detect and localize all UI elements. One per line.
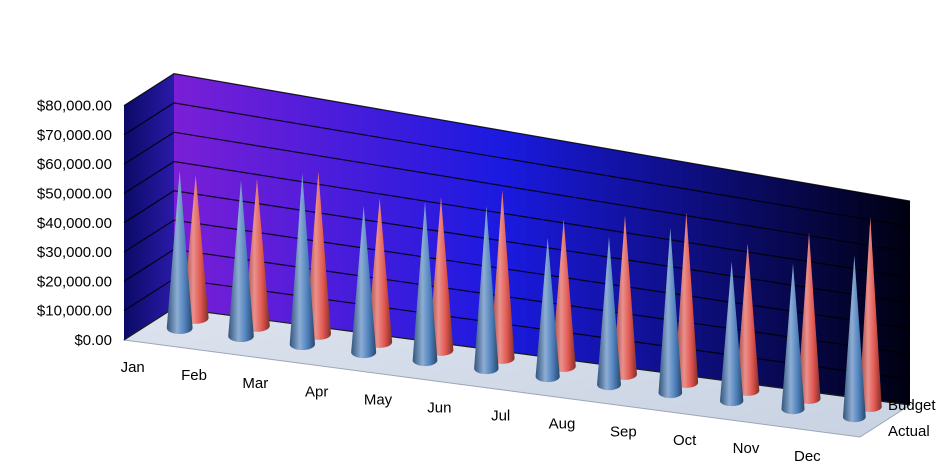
x-tick-label: Mar: [242, 375, 268, 392]
depth-label: Budget: [888, 397, 936, 414]
cone-body: [797, 232, 821, 404]
x-tick-label: Dec: [794, 448, 821, 465]
cone-body: [842, 255, 866, 423]
cone-actual: [228, 180, 254, 343]
depth-label: Actual: [888, 423, 930, 440]
cone-budget: [490, 190, 515, 364]
cone-body: [367, 198, 393, 348]
cone-body: [474, 205, 499, 375]
x-tick-label: Jul: [491, 408, 510, 425]
cone-actual: [166, 170, 193, 335]
y-tick-label: $80,000.00: [37, 98, 112, 115]
y-tick-label: $40,000.00: [37, 215, 112, 232]
cone-budget: [305, 171, 331, 340]
cone-body: [674, 212, 699, 388]
x-tick-label: Oct: [673, 432, 697, 449]
gridline: [123, 102, 911, 228]
cone-body: [182, 175, 209, 324]
y-tick-label: $60,000.00: [37, 156, 112, 173]
cone-actual: [474, 205, 499, 375]
x-tick-label: Jun: [427, 399, 451, 416]
x-tick-label: Nov: [733, 440, 760, 457]
cone-budget: [367, 198, 393, 348]
cone-body: [244, 178, 270, 332]
x-tick-label: Feb: [181, 367, 207, 384]
cone-budget: [551, 219, 576, 372]
cone-body: [613, 215, 637, 380]
cone-budget: [736, 243, 760, 396]
cone-body: [428, 196, 454, 356]
cone-actual: [289, 173, 315, 351]
cone-budget: [428, 196, 454, 356]
cone-actual: [535, 237, 560, 383]
cone-actual: [842, 255, 866, 423]
cone-budget: [797, 232, 821, 404]
cone-budget: [613, 215, 637, 380]
cone-actual: [412, 201, 438, 367]
x-tick-label: Apr: [305, 383, 328, 400]
cone-actual: [658, 227, 683, 399]
gridline: [123, 131, 911, 253]
cone-actual: [781, 263, 805, 415]
x-tick-label: May: [364, 391, 393, 408]
cone-budget: [858, 216, 882, 412]
cone-body: [412, 201, 438, 367]
cone-budget: [674, 212, 699, 388]
y-tick-label: $30,000.00: [37, 244, 112, 261]
cone-body: [597, 236, 621, 391]
cone-body: [490, 190, 515, 364]
cone-body: [351, 205, 377, 359]
cone-body: [736, 243, 760, 396]
cone-body: [858, 216, 882, 412]
cone-body: [658, 227, 683, 399]
y-tick-label: $0.00: [74, 332, 112, 349]
cone-body: [166, 170, 193, 335]
y-tick-label: $70,000.00: [37, 127, 112, 144]
x-tick-label: Sep: [610, 424, 637, 441]
cone-body: [720, 261, 744, 407]
cone-actual: [351, 205, 377, 359]
x-tick-label: Aug: [549, 416, 576, 433]
gridline: [123, 190, 911, 304]
cone-body: [305, 171, 331, 340]
y-tick-label: $50,000.00: [37, 186, 112, 203]
cone-actual: [720, 261, 744, 407]
y-tick-label: $20,000.00: [37, 273, 112, 290]
cone-body: [535, 237, 560, 383]
cone-body: [228, 180, 254, 343]
cone-budget: [244, 178, 270, 332]
y-tick-label: $10,000.00: [37, 303, 112, 320]
cone-actual: [597, 236, 621, 391]
cone-body: [289, 173, 315, 351]
gridline: [123, 72, 911, 202]
cone-body: [781, 263, 805, 415]
gridline: [123, 219, 911, 330]
x-tick-label: Jan: [121, 359, 145, 376]
cone-budget: [182, 175, 209, 324]
cone-body: [551, 219, 576, 372]
gridline: [123, 160, 911, 279]
